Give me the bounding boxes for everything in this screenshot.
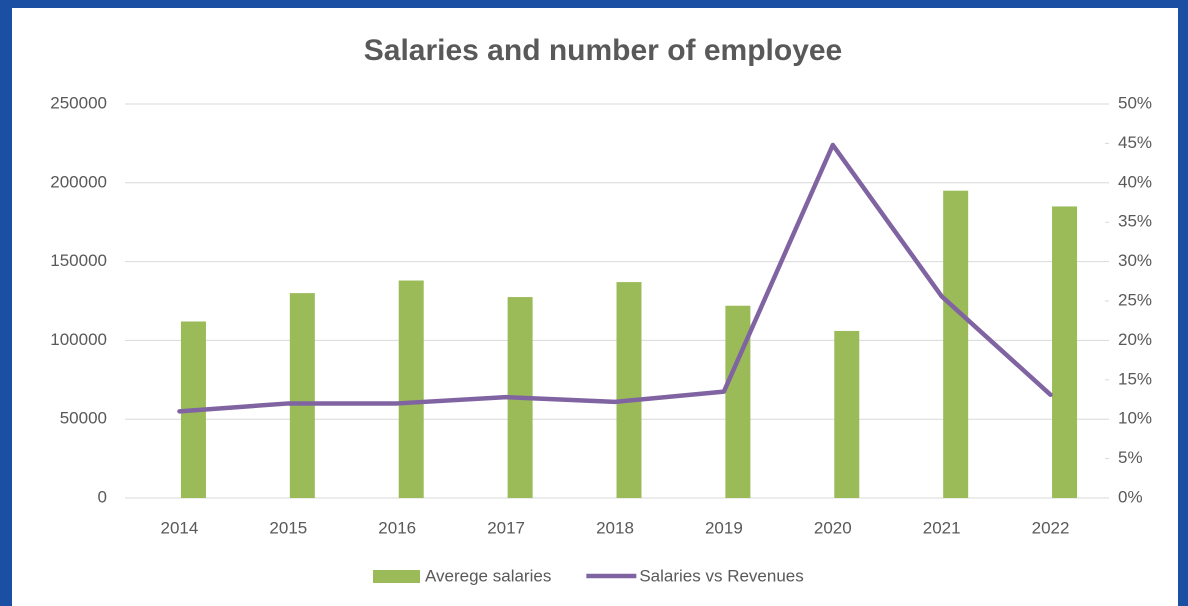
y2-tick-label: 15% <box>1118 369 1152 388</box>
x-tick-label: 2017 <box>487 518 525 537</box>
y2-tick-label: 5% <box>1118 448 1143 467</box>
x-tick-label: 2021 <box>923 518 961 537</box>
chart-area <box>12 8 1178 606</box>
y-tick-label: 0 <box>98 487 107 506</box>
bar <box>1052 206 1078 498</box>
x-tick-label: 2016 <box>378 518 416 537</box>
y2-tick-label: 35% <box>1118 212 1152 231</box>
y-tick-label: 150000 <box>50 251 107 270</box>
bar <box>943 190 969 498</box>
bar <box>834 330 860 498</box>
y2-tick-label: 20% <box>1118 330 1152 349</box>
legend-swatch <box>373 570 420 583</box>
y-tick-label: 100000 <box>50 330 107 349</box>
x-tick-label: 2019 <box>705 518 743 537</box>
y-tick-label: 50000 <box>60 409 107 428</box>
line <box>177 142 1053 414</box>
chart-title: Salaries and number of employee <box>364 34 843 67</box>
x-tick-label: 2014 <box>161 518 199 537</box>
x-tick-label: 2018 <box>596 518 634 537</box>
y2-tick-label: 50% <box>1118 93 1152 112</box>
x-tick-label: 2015 <box>269 518 307 537</box>
legend-label: Averege salaries <box>425 566 551 585</box>
x-tick-label: 2022 <box>1032 518 1070 537</box>
y-tick-label: 200000 <box>50 172 107 191</box>
bar <box>289 293 315 498</box>
x-tick-label: 2020 <box>814 518 852 537</box>
bar <box>616 282 642 498</box>
y2-tick-label: 25% <box>1118 290 1152 309</box>
y2-tick-label: 45% <box>1118 133 1152 152</box>
y2-tick-label: 10% <box>1118 409 1152 428</box>
y2-tick-label: 0% <box>1118 487 1143 506</box>
bar <box>398 280 424 498</box>
legend-label: Salaries vs Revenues <box>639 566 803 585</box>
y2-tick-label: 30% <box>1118 251 1152 270</box>
y-tick-label: 250000 <box>50 93 107 112</box>
y2-tick-label: 40% <box>1118 172 1152 191</box>
